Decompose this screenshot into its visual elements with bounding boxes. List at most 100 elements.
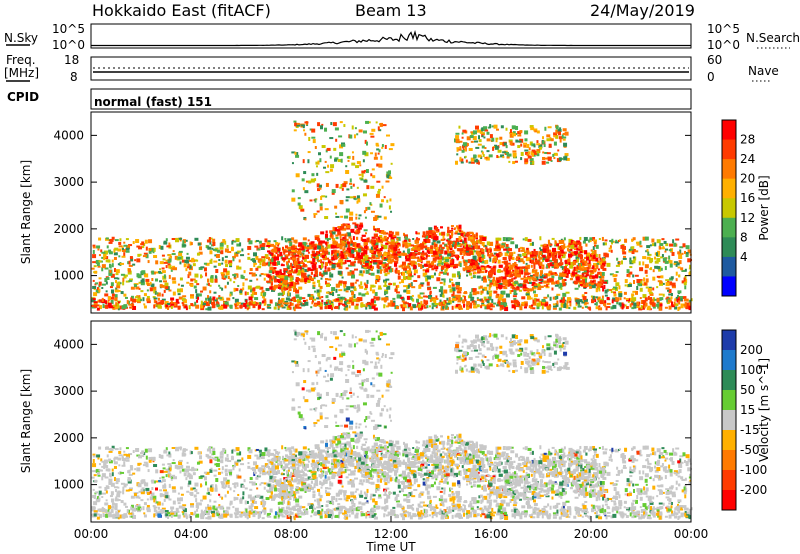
power-cell	[464, 243, 467, 248]
power-cell	[394, 241, 399, 244]
power-cell	[356, 252, 360, 257]
power-cell	[435, 229, 440, 233]
power-cell	[480, 290, 484, 294]
power-cell	[317, 245, 322, 250]
power-cell	[289, 238, 292, 242]
power-cell	[267, 240, 271, 243]
power-cell	[291, 257, 296, 261]
power-cell	[456, 225, 459, 228]
power-cell	[168, 242, 171, 247]
power-cell	[542, 136, 545, 140]
power-cell	[212, 248, 217, 251]
power-cell	[547, 262, 550, 266]
power-cell	[541, 258, 544, 262]
power-cell	[623, 291, 627, 295]
power-cell	[518, 247, 521, 252]
power-cell	[638, 261, 641, 266]
power-cell	[356, 251, 359, 254]
power-cell	[316, 251, 319, 254]
power-cell	[165, 286, 169, 290]
power-cell	[285, 254, 290, 257]
power-cell	[366, 141, 369, 146]
power-cell	[408, 267, 411, 271]
power-cell	[590, 253, 594, 256]
power-cell	[153, 304, 156, 309]
power-cell	[365, 256, 370, 261]
power-cell	[617, 261, 620, 264]
power-cell	[503, 260, 508, 265]
power-cell	[486, 290, 490, 295]
power-cell	[382, 124, 387, 127]
power-cell	[429, 299, 432, 303]
power-cell	[221, 287, 224, 291]
power-cell	[475, 146, 480, 149]
power-cell	[511, 271, 515, 274]
power-cell	[314, 274, 318, 277]
power-cell	[578, 251, 581, 254]
power-cell	[397, 272, 400, 276]
power-cell	[419, 245, 424, 250]
power-cell	[351, 125, 354, 130]
power-cell	[153, 247, 156, 252]
power-cell	[346, 225, 351, 229]
power-cell	[503, 287, 508, 290]
power-cell	[531, 250, 534, 255]
power-cell	[675, 263, 678, 267]
power-cell	[557, 149, 560, 152]
power-cell	[390, 162, 393, 165]
power-cell	[402, 244, 405, 248]
power-cell	[355, 232, 360, 235]
power-cell	[339, 121, 343, 124]
power-cell	[566, 274, 569, 278]
power-cell	[432, 286, 437, 289]
power-cell	[131, 303, 134, 307]
frequency-panel: Freq. [MHz] 18 8 60 0 Nave	[4, 53, 779, 84]
power-cell	[279, 282, 284, 285]
power-cell	[248, 272, 253, 275]
power-cell	[365, 169, 369, 174]
power-cell	[331, 287, 336, 292]
power-cell	[331, 189, 336, 194]
power-cell	[593, 262, 598, 267]
power-cell	[125, 280, 130, 283]
power-cell	[574, 272, 578, 275]
power-cell	[664, 266, 667, 271]
power-cell	[346, 304, 349, 308]
power-cell	[440, 265, 444, 270]
power-cell	[408, 295, 413, 298]
power-cell	[151, 277, 154, 281]
power-cell	[536, 305, 540, 310]
noise-left-label: N.Sky	[4, 31, 38, 45]
power-cell	[340, 215, 344, 218]
power-cell	[403, 267, 408, 271]
power-cell	[318, 247, 322, 252]
power-cell	[453, 263, 458, 268]
power-cell	[108, 305, 113, 309]
power-cell	[512, 262, 516, 266]
power-cell	[621, 303, 625, 308]
power-cell	[492, 266, 496, 270]
power-cell	[114, 239, 119, 242]
power-cell	[458, 140, 463, 143]
power-cell	[510, 241, 515, 245]
power-cell	[241, 248, 244, 252]
power-cell	[340, 262, 343, 266]
power-cell	[601, 275, 605, 279]
power-cell	[406, 255, 410, 260]
power-cell	[385, 134, 390, 137]
power-cell	[638, 307, 643, 311]
noise-panel: N.Sky 10^5 10^0 10^5 10^0 N.Search	[4, 22, 800, 52]
power-cell	[509, 141, 513, 146]
power-cell	[589, 307, 592, 311]
power-cell	[372, 285, 376, 288]
power-cell	[353, 195, 357, 199]
power-cell	[522, 284, 527, 289]
power-cell	[441, 246, 445, 249]
power-cell	[338, 280, 343, 284]
power-cell	[456, 281, 461, 286]
power-cell	[618, 302, 622, 306]
power-cell	[469, 293, 473, 298]
power-cell	[412, 252, 416, 257]
power-cell	[551, 275, 555, 279]
power-cell	[145, 254, 149, 259]
